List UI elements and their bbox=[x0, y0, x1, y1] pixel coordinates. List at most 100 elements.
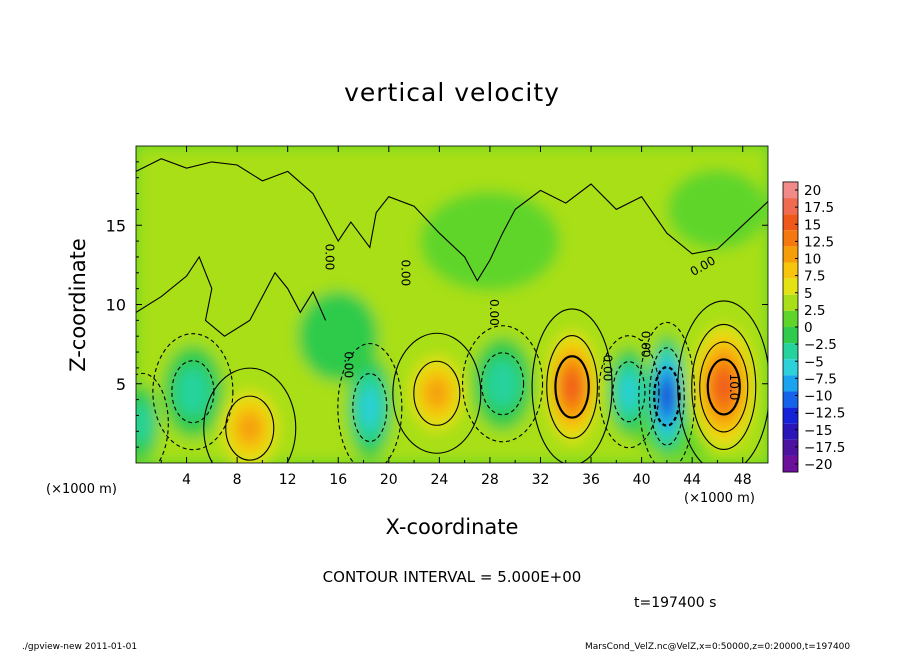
field-feature bbox=[175, 366, 210, 417]
field-feature bbox=[563, 372, 581, 402]
field-feature bbox=[485, 358, 520, 409]
colorbar-label: −5 bbox=[804, 354, 824, 370]
contour-label: 0.00 bbox=[342, 351, 356, 378]
field-feature bbox=[714, 371, 734, 403]
field-feature bbox=[136, 402, 153, 445]
field-patch bbox=[151, 196, 272, 317]
contour-label: 0.00 bbox=[487, 299, 501, 326]
colorbar-label: 7.5 bbox=[804, 269, 825, 285]
y-tick-label: 5 bbox=[116, 375, 126, 394]
colorbar-label: 15 bbox=[804, 217, 821, 233]
y-tick-label: 15 bbox=[106, 216, 126, 235]
zero-contour bbox=[638, 321, 696, 463]
zero-contour bbox=[203, 367, 297, 463]
zero-contour bbox=[392, 332, 482, 454]
y-tick-label: 10 bbox=[106, 296, 126, 315]
colorbar-swatch bbox=[783, 278, 798, 295]
x-tick-label: 12 bbox=[279, 472, 297, 488]
contour-line bbox=[691, 323, 757, 450]
x-tick-label: 16 bbox=[329, 472, 347, 488]
contour-line bbox=[554, 355, 590, 419]
colorbar-swatch bbox=[783, 439, 798, 456]
contour-line bbox=[648, 347, 685, 446]
colorbar-swatch bbox=[783, 327, 798, 344]
colorbar-swatch bbox=[783, 246, 798, 263]
x-axis-label: X-coordinate bbox=[385, 515, 519, 539]
colorbar-label: −7.5 bbox=[804, 371, 837, 387]
x-tick-label: 44 bbox=[683, 472, 701, 488]
x-unit-right: (×1000 m) bbox=[684, 491, 755, 506]
contour-label: 10.0 bbox=[727, 374, 741, 401]
x-tick-label: 36 bbox=[582, 472, 600, 488]
contour-line bbox=[225, 395, 275, 461]
y-axis-label: Z-coordinate bbox=[66, 238, 90, 372]
field-feature bbox=[425, 378, 449, 409]
x-tick-label: 32 bbox=[532, 472, 550, 488]
colorbar-label: −15 bbox=[804, 423, 833, 439]
colorbar-swatch bbox=[783, 294, 798, 311]
contour-line bbox=[699, 341, 749, 433]
colorbar-swatch bbox=[783, 359, 798, 376]
x-tick-label: 40 bbox=[633, 472, 651, 488]
contour-interval-note: CONTOUR INTERVAL = 5.000E+00 bbox=[322, 568, 582, 586]
contour-label: 0.00 bbox=[398, 259, 412, 286]
footer-right: MarsCond_VelZ.nc@VelZ,x=0:50000,z=0:2000… bbox=[585, 642, 851, 652]
contour-line bbox=[171, 360, 215, 424]
contour-label: 0.00 bbox=[639, 331, 653, 358]
time-label: t=197400 s bbox=[634, 595, 717, 611]
zero-contour bbox=[462, 325, 544, 443]
colorbar-label: 5 bbox=[804, 286, 813, 302]
contour-label: 0.00 bbox=[601, 355, 615, 382]
field-feature bbox=[237, 413, 262, 444]
colorbar-swatch bbox=[783, 423, 798, 440]
contour-line bbox=[481, 352, 525, 416]
x-tick-label: 24 bbox=[430, 472, 448, 488]
zero-contour bbox=[136, 372, 169, 463]
colorbar-label: −12.5 bbox=[804, 406, 845, 422]
chart-title: vertical velocity bbox=[344, 78, 560, 107]
colorbar-swatch bbox=[783, 214, 798, 231]
footer-left: ./gpview-new 2011-01-01 bbox=[22, 642, 138, 652]
colorbar-label: −20 bbox=[804, 457, 833, 473]
contour-line bbox=[413, 360, 461, 426]
contour-line bbox=[352, 372, 388, 443]
colorbar-swatch bbox=[783, 375, 798, 392]
field-feature bbox=[359, 387, 380, 428]
field-feature bbox=[619, 374, 639, 410]
field-feature bbox=[660, 382, 674, 411]
colorbar-label: 20 bbox=[804, 183, 821, 199]
contour-label: 0.00 bbox=[323, 244, 337, 271]
contour-line bbox=[653, 365, 681, 427]
colorbar-label: −10 bbox=[804, 389, 833, 405]
x-tick-label: 20 bbox=[380, 472, 398, 488]
colorbar-swatch bbox=[783, 230, 798, 247]
colorbar-label: −17.5 bbox=[804, 440, 845, 456]
colorbar-label: −2.5 bbox=[804, 337, 837, 353]
colorbar-swatch bbox=[783, 343, 798, 360]
colorbar-label: 17.5 bbox=[804, 200, 834, 216]
field-patch bbox=[419, 191, 560, 292]
zero-contour bbox=[152, 333, 234, 451]
x-tick-label: 28 bbox=[481, 472, 499, 488]
colorbar-swatch bbox=[783, 181, 798, 199]
zero-contour bbox=[531, 308, 613, 463]
colorbar-label: 12.5 bbox=[804, 234, 834, 250]
colorbar-swatch bbox=[783, 198, 798, 215]
colorbar-label: 0 bbox=[804, 320, 813, 336]
zero-contour bbox=[598, 335, 660, 449]
field-patch bbox=[298, 291, 379, 382]
colorbar-swatch bbox=[783, 262, 798, 279]
contour-line bbox=[612, 361, 646, 423]
zero-contour bbox=[337, 342, 403, 463]
x-unit-left: (×1000 m) bbox=[46, 482, 117, 497]
colorbar-swatch bbox=[783, 407, 798, 424]
colorbar-label: 2.5 bbox=[804, 303, 825, 319]
contour-line bbox=[706, 358, 741, 416]
colorbar-label: 10 bbox=[804, 252, 821, 268]
field-patch bbox=[667, 169, 768, 250]
x-tick-label: 4 bbox=[182, 472, 191, 488]
contour-line bbox=[546, 335, 598, 439]
zero-contour-left bbox=[136, 255, 327, 337]
x-tick-label: 8 bbox=[233, 472, 242, 488]
